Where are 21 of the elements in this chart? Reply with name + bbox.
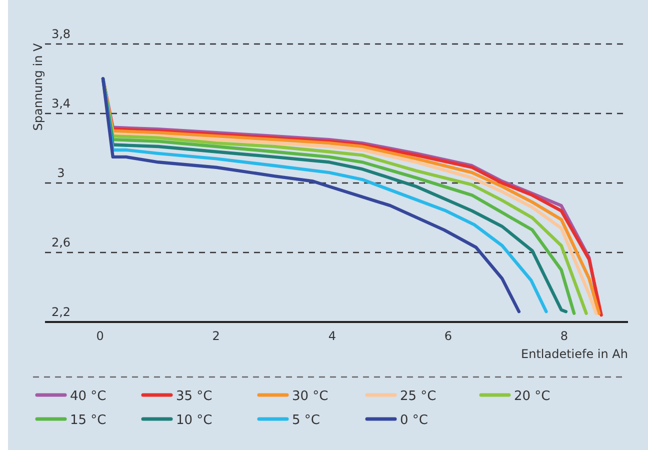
legend-label: 15 °C [70,413,106,428]
x-tick-label: 4 [328,329,336,343]
x-tick-label: 0 [96,329,104,343]
y-tick-label: 2,2 [51,305,71,319]
legend-label: 10 °C [176,413,212,428]
legend-label: 40 °C [70,389,106,404]
y-tick-label: 3,8 [51,27,71,41]
legend-label: 0 °C [400,413,428,428]
x-tick-label: 8 [560,329,568,343]
legend-label: 20 °C [514,389,550,404]
y-tick-label: 2,6 [51,236,71,250]
legend-label: 30 °C [292,389,328,404]
y-tick-label: 3,4 [51,96,71,110]
x-tick-label: 6 [444,329,452,343]
y-axis-title: Spannung in V [31,42,45,131]
legend-label: 35 °C [176,389,212,404]
x-tick-label: 2 [212,329,220,343]
y-tick-label: 3 [57,166,65,180]
legend-label: 25 °C [400,389,436,404]
legend-label: 5 °C [292,413,320,428]
x-axis-title: Entladetiefe in Ah [521,347,628,361]
